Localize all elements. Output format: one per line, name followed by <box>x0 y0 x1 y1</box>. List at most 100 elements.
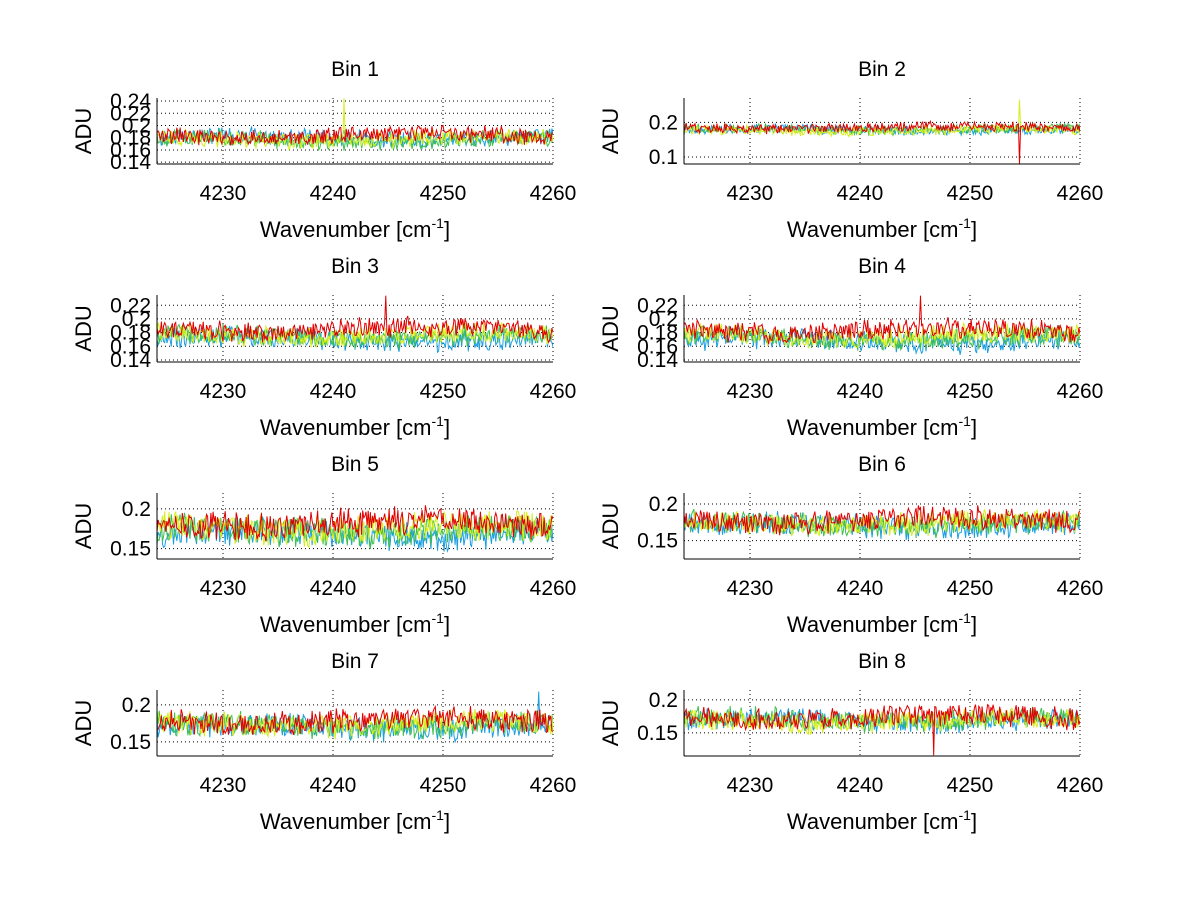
x-tick-label: 4260 <box>1057 380 1104 403</box>
x-tick-label: 4260 <box>530 577 577 600</box>
series-line-4 <box>684 505 1080 536</box>
series-group <box>157 691 553 744</box>
x-tick-label: 4250 <box>947 182 994 205</box>
y-tick-label: 0.15 <box>637 722 678 745</box>
subplot-1: Bin 1 4230 4240 4250 4260 0.140.160.180.20.22… <box>71 58 576 242</box>
y-tick-label: 0.2 <box>649 308 678 331</box>
y-axis-label: ADU <box>598 108 623 154</box>
x-axis-label-sup: -1 <box>432 610 445 626</box>
x-tick-label: 4230 <box>200 774 247 797</box>
x-tick-label: 4250 <box>947 577 994 600</box>
x-tick-label: 4250 <box>420 182 467 205</box>
x-tick-label: 4260 <box>530 774 577 797</box>
x-axis-label-main: Wavenumber [cm <box>787 217 959 242</box>
x-tick-label: 4260 <box>1057 774 1104 797</box>
x-tick-label: 4240 <box>837 577 884 600</box>
x-tick-label: 4230 <box>727 577 774 600</box>
series-line-4 <box>157 124 553 146</box>
y-tick-label: 0.1 <box>649 146 678 169</box>
x-tick-label: 4260 <box>1057 182 1104 205</box>
x-tick-label: 4250 <box>420 380 467 403</box>
y-tick-label: 0.14 <box>110 151 151 174</box>
series-line-3 <box>157 321 553 348</box>
series-line-4 <box>157 705 553 736</box>
x-tick-label: 4230 <box>727 380 774 403</box>
x-axis-label-main: Wavenumber [cm <box>787 415 959 440</box>
x-axis-label: Wavenumber [cm-1] <box>787 413 977 440</box>
x-axis-label-tail: ] <box>444 217 450 242</box>
y-tick-label: 0.24 <box>110 90 151 113</box>
x-axis-label-sup: -1 <box>432 807 445 823</box>
y-tick-label: 0.15 <box>637 530 678 553</box>
x-tick-label: 4260 <box>530 380 577 403</box>
y-tick-label: 0.2 <box>649 111 678 134</box>
y-tick-label: 0.22 <box>110 102 151 125</box>
y-tick-label: 0.2 <box>122 115 151 138</box>
series-line-4 <box>684 119 1080 164</box>
series-line-3 <box>684 99 1080 138</box>
x-tick-label: 4240 <box>310 182 357 205</box>
y-axis-label: ADU <box>71 700 96 746</box>
x-axis-label-sup: -1 <box>959 215 972 231</box>
x-axis-label-sup: -1 <box>959 610 972 626</box>
y-tick-label: 0.18 <box>110 127 151 150</box>
y-tick-label: 0.15 <box>110 731 151 754</box>
x-axis-label: Wavenumber [cm-1] <box>787 610 977 637</box>
x-axis-label-sup: -1 <box>432 413 445 429</box>
subplot-2: Bin 2 4230 4240 4250 4260 0.1 0.2 ADU Wavenumber… <box>598 58 1103 242</box>
subplot-title: Bin 1 <box>331 58 379 81</box>
y-axis-label: ADU <box>71 108 96 154</box>
series-group <box>684 505 1080 541</box>
y-tick-label: 0.16 <box>637 335 678 358</box>
x-tick-label: 4260 <box>1057 577 1104 600</box>
y-tick-label: 0.2 <box>649 493 678 516</box>
x-axis-label-tail: ] <box>971 217 977 242</box>
y-tick-label: 0.16 <box>110 335 151 358</box>
series-line-3 <box>157 98 553 151</box>
subplot-8: Bin 8 4230 4240 4250 4260 0.15 0.2 ADU Wavenumbe… <box>598 650 1103 834</box>
x-axis-label-main: Wavenumber [cm <box>260 217 432 242</box>
series-group <box>157 505 553 553</box>
y-tick-label: 0.18 <box>637 322 678 345</box>
subplot-6: Bin 6 4230 4240 4250 4260 0.15 0.2 ADU Wavenumbe… <box>598 453 1103 637</box>
subplot-title: Bin 7 <box>331 650 379 673</box>
x-tick-label: 4260 <box>530 182 577 205</box>
x-axis-label-main: Wavenumber [cm <box>260 612 432 637</box>
series-group <box>157 98 553 152</box>
x-axis-label-tail: ] <box>971 612 977 637</box>
series-line-3 <box>684 509 1080 537</box>
series-group <box>684 295 1080 355</box>
x-tick-label: 4250 <box>947 774 994 797</box>
subplot-3: Bin 3 4230 4240 4250 4260 0.140.160.180.20.22… <box>71 255 576 440</box>
x-axis-label: Wavenumber [cm-1] <box>260 610 450 637</box>
y-axis-label: ADU <box>598 503 623 549</box>
x-tick-label: 4250 <box>420 577 467 600</box>
x-axis-label-tail: ] <box>444 612 450 637</box>
subplot-5: Bin 5 4230 4240 4250 4260 0.15 0.2 ADU Wavenumbe… <box>71 453 576 637</box>
y-tick-label: 0.22 <box>110 294 151 317</box>
x-axis-label-tail: ] <box>971 809 977 834</box>
x-tick-label: 4240 <box>310 380 357 403</box>
y-tick-label: 0.2 <box>122 498 151 521</box>
x-tick-label: 4230 <box>727 774 774 797</box>
y-tick-label: 0.14 <box>110 349 151 372</box>
y-tick-label: 0.2 <box>122 308 151 331</box>
x-axis-label-main: Wavenumber [cm <box>260 809 432 834</box>
x-tick-label: 4240 <box>837 182 884 205</box>
x-tick-label: 4230 <box>200 380 247 403</box>
x-axis-label: Wavenumber [cm-1] <box>260 215 450 242</box>
y-tick-label: 0.2 <box>649 689 678 712</box>
x-tick-label: 4230 <box>200 577 247 600</box>
x-tick-label: 4240 <box>310 774 357 797</box>
x-axis-label-sup: -1 <box>432 215 445 231</box>
x-axis-label: Wavenumber [cm-1] <box>787 215 977 242</box>
x-axis-label-tail: ] <box>971 415 977 440</box>
series-line-1 <box>684 326 1080 355</box>
series-line-4 <box>684 703 1080 756</box>
x-tick-label: 4250 <box>947 380 994 403</box>
subplot-title: Bin 4 <box>858 255 906 278</box>
y-tick-label: 0.18 <box>110 322 151 345</box>
subplot-title: Bin 3 <box>331 255 379 278</box>
y-tick-label: 0.15 <box>110 538 151 561</box>
series-group <box>684 99 1080 164</box>
